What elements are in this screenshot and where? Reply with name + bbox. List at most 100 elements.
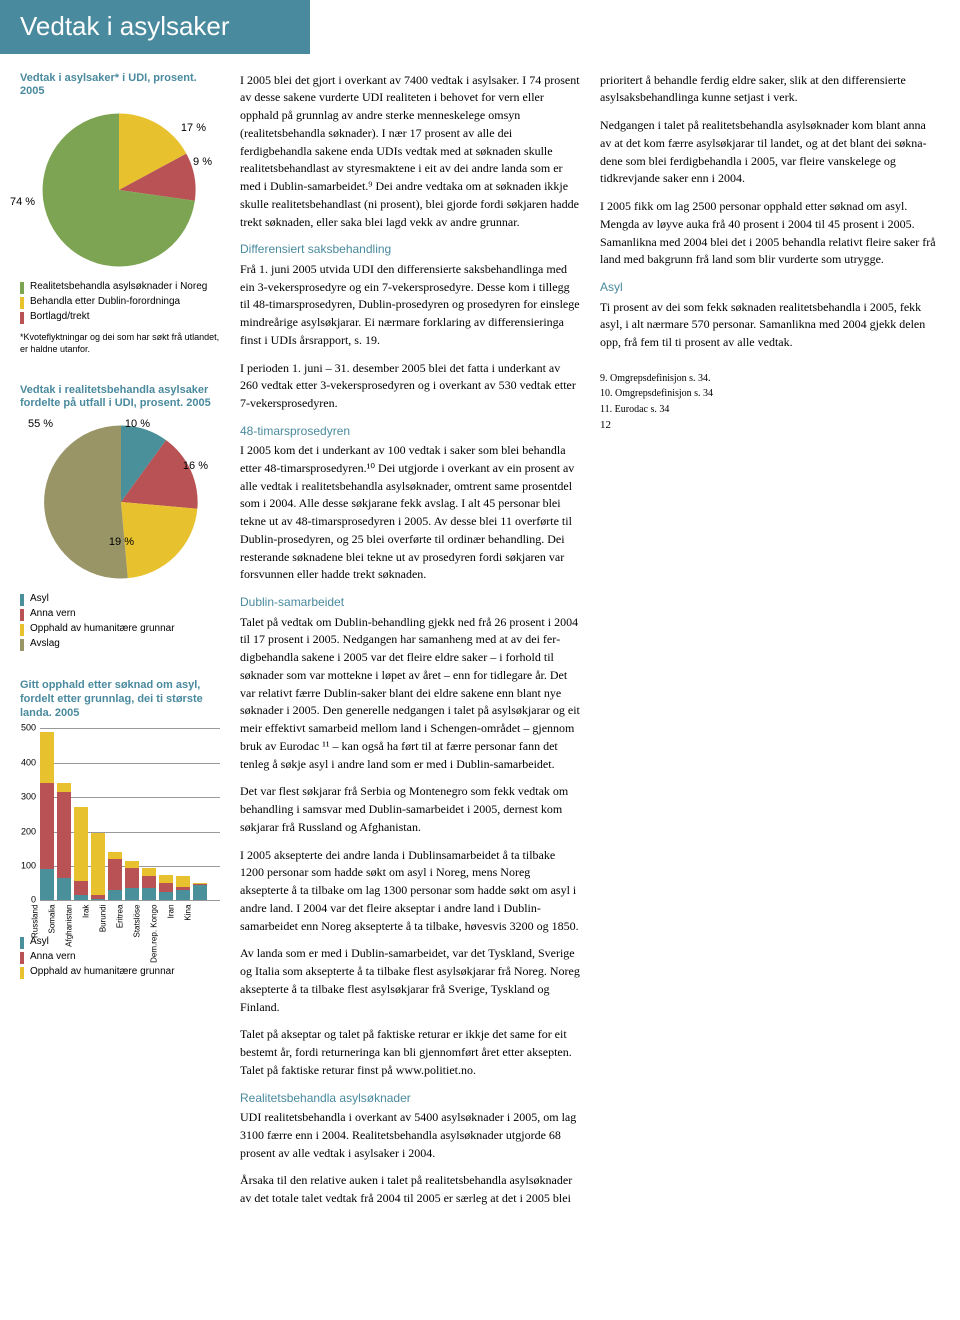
footnote: 9. Omgrepsdefinisjon s. 34. xyxy=(600,372,940,387)
y-tick-label: 100 xyxy=(21,859,36,872)
body-paragraph: Det var flest søkjarar frå Serbia og Mon… xyxy=(240,783,580,836)
legend-text: Avslag xyxy=(30,638,60,651)
bar-segment xyxy=(74,807,88,881)
chart1-title: Vedtak i asylsaker* i UDI, prosent. 2005 xyxy=(20,72,220,100)
chart2-label-55: 55 % xyxy=(28,417,53,433)
legend-item: Anna vern xyxy=(20,608,220,621)
sidebar: Vedtak i asylsaker* i UDI, prosent. 2005… xyxy=(20,72,220,1242)
bar-column: Irak xyxy=(91,728,105,900)
body-paragraph: Talet på vedtak om Dublin-behandling gje… xyxy=(240,614,580,774)
footnote: 10. Omgrepsdefinisjon s. 34 xyxy=(600,387,940,402)
pie2-slice-olive xyxy=(44,426,128,579)
bar-column: Iran xyxy=(176,728,190,900)
footnote: 11. Eurodac s. 34 xyxy=(600,403,940,418)
bar-segment xyxy=(176,876,190,886)
bar-segment xyxy=(125,888,139,900)
section-heading: Dublin-samarbeidet xyxy=(240,594,580,611)
bar-column: Russland xyxy=(40,728,54,900)
legend-text: Realitetsbehandla asylsøknader i Noreg xyxy=(30,281,207,294)
legend-text: Opphald av humanitære grunnar xyxy=(30,966,175,979)
bar-segment xyxy=(91,899,105,901)
bar-segment xyxy=(193,885,207,900)
bar-segment xyxy=(40,732,54,784)
chart1-label-9: 9 % xyxy=(193,155,212,171)
x-tick-label: Burundi xyxy=(98,904,110,932)
body-paragraph: Av landa som er med i Dublin-samarbeidet… xyxy=(240,945,580,1016)
swatch-icon xyxy=(20,297,24,309)
legend-text: Asyl xyxy=(30,593,49,606)
bar-segment xyxy=(176,890,190,900)
swatch-icon xyxy=(20,609,24,621)
swatch-icon xyxy=(20,282,24,294)
body-paragraph: I 2005 aksepterte dei andre landa i Dubl… xyxy=(240,847,580,936)
bar-column: Statslöse xyxy=(142,728,156,900)
chart1-label-74: 74 % xyxy=(10,195,35,211)
bar-segment xyxy=(125,868,139,889)
bar-segment xyxy=(40,783,54,869)
y-tick-label: 500 xyxy=(21,722,36,735)
bar-segment xyxy=(108,890,122,900)
chart2-label-10: 10 % xyxy=(125,417,150,433)
body-paragraph: Frå 1. juni 2005 utvida UDI den differen… xyxy=(240,261,580,350)
x-tick-label: Irak xyxy=(81,904,93,917)
bar-segment xyxy=(159,883,173,892)
footnotes: 9. Omgrepsdefinisjon s. 34. 10. Omgrepsd… xyxy=(600,372,940,434)
legend-text: Anna vern xyxy=(30,608,76,621)
legend-text: Asyl xyxy=(30,936,49,949)
bar-segment xyxy=(57,783,71,792)
legend-item: Bortlagd/trekt xyxy=(20,311,220,324)
bar-column: Afghanistan xyxy=(74,728,88,900)
bar-segment xyxy=(142,888,156,900)
swatch-icon xyxy=(20,312,24,324)
bar-segment xyxy=(125,861,139,868)
body-paragraph: Ti prosent av dei som fekk søknaden real… xyxy=(600,299,940,352)
legend-item: Behandla etter Dublin-forordninga xyxy=(20,296,220,309)
page-title-band: Vedtak i asylsaker xyxy=(0,0,310,54)
body-paragraph: I 2005 kom det i underkant av 100 vedtak… xyxy=(240,442,580,584)
legend-item: Opphald av humanitære grunnar xyxy=(20,966,220,979)
section-heading: 48-timarsprosedyren xyxy=(240,423,580,440)
chart-realitetsbehandla: Vedtak i realitetsbehandla asylsaker for… xyxy=(20,384,220,652)
body-paragraph: I 2005 blei det gjort i overkant av 7400… xyxy=(240,72,580,232)
legend-item: Realitetsbehandla asylsøknader i Noreg xyxy=(20,281,220,294)
bar-column: Somalia xyxy=(57,728,71,900)
section-heading: Differensiert saksbehandling xyxy=(240,241,580,258)
body-paragraph: I 2005 fikk om lag 2500 personar opphald… xyxy=(600,198,940,269)
bar-segment xyxy=(159,892,173,901)
bar-segment xyxy=(74,895,88,900)
chart1-label-17: 17 % xyxy=(181,121,206,137)
bar-segment xyxy=(40,869,54,900)
legend-text: Bortlagd/trekt xyxy=(30,311,89,324)
section-heading: Asyl xyxy=(600,279,940,296)
swatch-icon xyxy=(20,967,24,979)
legend-item: Asyl xyxy=(20,593,220,606)
swatch-icon xyxy=(20,639,24,651)
y-tick-label: 300 xyxy=(21,791,36,804)
legend-item: Opphald av humanitære grunnar xyxy=(20,623,220,636)
bar-segment xyxy=(142,876,156,888)
chart2-label-19: 19 % xyxy=(109,535,134,551)
x-tick-label: Iran xyxy=(166,904,178,918)
swatch-icon xyxy=(20,624,24,636)
chart2-pie: 55 % 10 % 16 % 19 % xyxy=(26,417,216,587)
bar-segment xyxy=(142,868,156,877)
page-content: Vedtak i asylsaker* i UDI, prosent. 2005… xyxy=(0,72,960,1254)
bar-segment xyxy=(74,881,88,895)
chart-vedtak-asylsaker: Vedtak i asylsaker* i UDI, prosent. 2005… xyxy=(20,72,220,356)
body-paragraph: I perioden 1. juni – 31. desember 2005 b… xyxy=(240,360,580,413)
x-tick-label: Dem.rep. Kongo xyxy=(149,904,161,962)
body-paragraph: UDI realitetsbehandla i overkant av 5400… xyxy=(240,1109,580,1162)
swatch-icon xyxy=(20,594,24,606)
legend-item: Asyl xyxy=(20,936,220,949)
chart2-label-16: 16 % xyxy=(183,459,208,475)
body-paragraph: Nedgangen i talet på realitetsbehandla a… xyxy=(600,117,940,188)
x-tick-label: Afghanistan xyxy=(64,904,76,946)
bar-segment xyxy=(57,878,71,900)
bar-column: Eritrea xyxy=(125,728,139,900)
chart3-bars: 0100200300400500RusslandSomaliaAfghanist… xyxy=(20,728,220,928)
bar-segment xyxy=(159,875,173,884)
bar-segment xyxy=(57,792,71,878)
chart1-pie: 74 % 17 % 9 % xyxy=(34,105,204,275)
chart1-legend: Realitetsbehandla asylsøknader i Noreg B… xyxy=(20,281,220,324)
bar-segment xyxy=(108,859,122,890)
